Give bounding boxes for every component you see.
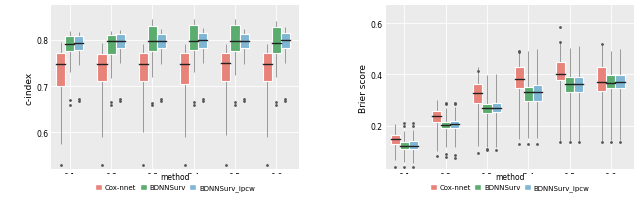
Bar bbox=[474, 85, 483, 103]
Bar bbox=[65, 37, 74, 52]
Bar bbox=[533, 86, 542, 101]
Bar bbox=[272, 28, 281, 54]
Bar bbox=[483, 104, 492, 113]
Bar bbox=[262, 54, 272, 82]
Bar bbox=[157, 35, 166, 49]
Bar bbox=[409, 141, 418, 150]
Bar bbox=[574, 78, 583, 92]
Bar bbox=[515, 68, 524, 88]
Bar bbox=[432, 111, 441, 122]
Bar bbox=[441, 122, 450, 128]
Legend: Cox-nnet, BDNNSurv, BDNNSurv_ipcw: Cox-nnet, BDNNSurv, BDNNSurv_ipcw bbox=[95, 172, 255, 191]
Bar bbox=[139, 54, 148, 82]
Bar bbox=[74, 36, 83, 51]
Bar bbox=[597, 68, 606, 92]
Bar bbox=[400, 142, 409, 150]
Bar bbox=[97, 54, 106, 82]
Bar bbox=[565, 78, 574, 93]
X-axis label: Percentile of empirical survival function: Percentile of empirical survival functio… bbox=[426, 184, 593, 193]
Bar bbox=[616, 76, 625, 88]
Bar bbox=[606, 76, 616, 88]
Legend: Cox-nnet, BDNNSurv, BDNNSurv_ipcw: Cox-nnet, BDNNSurv, BDNNSurv_ipcw bbox=[430, 172, 589, 191]
Bar bbox=[281, 34, 290, 49]
Bar bbox=[492, 103, 500, 112]
Bar bbox=[524, 87, 533, 101]
Bar bbox=[221, 54, 230, 82]
Bar bbox=[56, 54, 65, 87]
Bar bbox=[189, 26, 198, 51]
Y-axis label: Brier score: Brier score bbox=[359, 63, 368, 112]
Bar bbox=[391, 136, 400, 144]
Bar bbox=[556, 62, 565, 81]
Y-axis label: c-index: c-index bbox=[24, 71, 33, 104]
Bar bbox=[180, 54, 189, 84]
Bar bbox=[239, 35, 248, 48]
Bar bbox=[148, 27, 157, 52]
Bar bbox=[106, 36, 116, 54]
Bar bbox=[450, 121, 460, 128]
Bar bbox=[198, 34, 207, 48]
X-axis label: Percentile of empirical survival function: Percentile of empirical survival functio… bbox=[92, 184, 259, 193]
Bar bbox=[116, 35, 125, 48]
Bar bbox=[230, 26, 239, 52]
